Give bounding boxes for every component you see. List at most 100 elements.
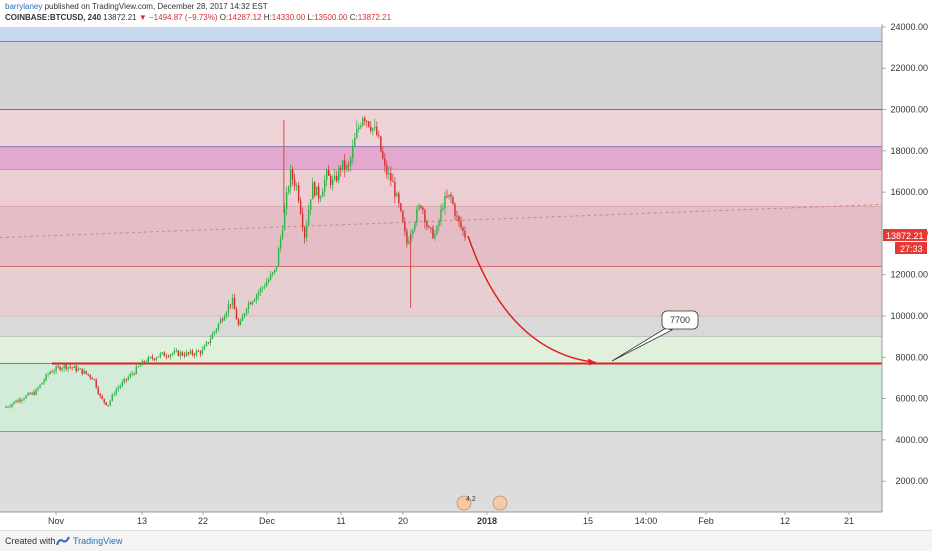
- time-tick-label: 2018: [477, 516, 497, 526]
- time-tick-label: 20: [398, 516, 408, 526]
- candle-body: [348, 165, 350, 166]
- price-chart[interactable]: 7700 24000.00 22000.00 20000.00 18000.00 160…: [0, 0, 932, 530]
- candle-body: [352, 146, 354, 159]
- candle-body: [11, 403, 13, 407]
- candle-body: [139, 365, 141, 367]
- time-tick-label: 15: [583, 516, 593, 526]
- candle-body: [167, 356, 170, 358]
- candle-body: [342, 160, 344, 170]
- last-price-badge: 13872.21 27:33: [883, 229, 927, 254]
- candle-body: [229, 304, 232, 306]
- candle-body: [311, 182, 314, 200]
- candle-body: [245, 309, 248, 314]
- candle-body: [412, 229, 414, 235]
- price-tick-label: 8000.00: [895, 352, 928, 362]
- candle-body: [87, 373, 89, 376]
- candle-body: [450, 194, 452, 198]
- candle-body: [442, 207, 444, 210]
- candle-body: [404, 221, 406, 232]
- candle-body: [47, 374, 49, 375]
- candle-body: [247, 303, 250, 310]
- candle-body: [77, 368, 79, 371]
- candle-body: [390, 173, 392, 181]
- candle-body: [418, 205, 420, 210]
- candle-body: [416, 209, 418, 223]
- symbol-info: COINBASE:BTCUSD, 240 13872.21 ▼ −1494.87…: [5, 13, 391, 22]
- candle-body: [221, 319, 224, 321]
- candle-body: [149, 356, 152, 358]
- price-tick-label: 24000.00: [890, 22, 928, 32]
- candle-body: [330, 175, 332, 185]
- flag-icon-2[interactable]: [492, 495, 508, 511]
- price-axis[interactable]: 24000.00 22000.00 20000.00 18000.00 16000.00…: [882, 22, 928, 486]
- candle-body: [191, 350, 194, 355]
- candle-body: [299, 200, 302, 214]
- candle-body: [173, 350, 176, 354]
- candle-body: [448, 194, 450, 198]
- candle-body: [57, 366, 59, 368]
- candle-body: [33, 392, 35, 395]
- candle-body: [51, 371, 53, 373]
- candle-body: [13, 401, 15, 404]
- price-tick-label: 22000.00: [890, 63, 928, 73]
- candle-body: [436, 226, 438, 235]
- time-axis[interactable]: Nov 13 22 Dec 11 20 2018 15 14:00 Feb 12 21: [48, 512, 854, 526]
- candle-body: [334, 175, 336, 180]
- tradingview-brand[interactable]: TradingView: [73, 536, 123, 546]
- candle-body: [460, 221, 462, 228]
- candle-body: [147, 357, 150, 363]
- candle-body: [25, 395, 27, 399]
- candle-body: [261, 287, 264, 289]
- candle-body: [271, 272, 274, 275]
- candle-body: [368, 121, 370, 127]
- publish-info: barrylaney published on TradingView.com,…: [5, 2, 268, 11]
- candle-body: [215, 329, 218, 332]
- candle-body: [165, 356, 168, 357]
- candle-body: [358, 127, 360, 130]
- candle-body: [378, 135, 380, 137]
- candle-body: [344, 160, 346, 170]
- candle-body: [121, 381, 123, 386]
- candle-body: [332, 179, 334, 185]
- indicator-badge: 4.2: [466, 496, 476, 503]
- callout[interactable]: 7700: [611, 310, 699, 362]
- candle-body: [253, 299, 256, 302]
- countdown-badge-bg: [895, 242, 927, 254]
- projection-arrow-head: [588, 358, 596, 366]
- candle-body: [255, 294, 258, 300]
- time-tick-label: 11: [336, 516, 345, 526]
- candle-body: [65, 364, 67, 369]
- candle-body: [67, 366, 69, 369]
- candle-body: [305, 225, 308, 238]
- fib-band: [0, 146, 882, 170]
- projection-arrow[interactable]: [467, 235, 597, 364]
- time-tick-label: 12: [780, 516, 790, 526]
- ohlc-open-label: O:: [219, 13, 229, 22]
- candle-body: [201, 349, 204, 354]
- last-price-badge-text: 13872.21: [886, 231, 924, 241]
- candle-body: [177, 350, 180, 357]
- candle-body: [141, 360, 143, 366]
- publisher-name[interactable]: barrylaney: [5, 2, 43, 11]
- candle-body: [211, 333, 214, 339]
- indicator-icons[interactable]: 4.2: [456, 495, 508, 511]
- candle-body: [175, 350, 178, 352]
- candle-body: [406, 231, 408, 244]
- candle-body: [117, 387, 119, 390]
- candle-body: [207, 342, 210, 344]
- candle-body: [31, 392, 33, 395]
- candle-body: [125, 378, 127, 380]
- candle-body: [434, 234, 436, 239]
- candle-body: [35, 389, 37, 395]
- candle-body: [372, 128, 374, 131]
- candle-body: [285, 192, 288, 209]
- flag-icon[interactable]: [456, 495, 472, 511]
- candle-body: [319, 196, 322, 199]
- candle-body: [99, 393, 101, 397]
- time-tick-label: 14:00: [635, 516, 658, 526]
- candle-body: [323, 180, 326, 192]
- candle-body: [257, 292, 260, 295]
- candle-body: [315, 186, 318, 196]
- candle-body: [213, 331, 216, 334]
- ohlc-high: 14330.00: [271, 13, 306, 22]
